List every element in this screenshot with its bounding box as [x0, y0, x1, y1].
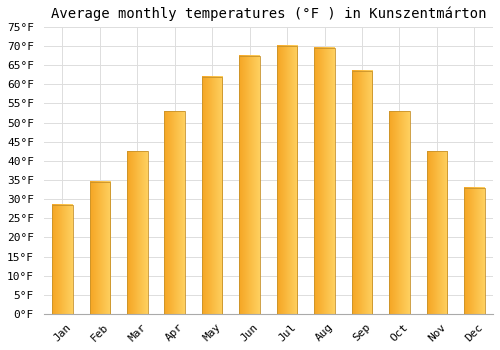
Bar: [464, 188, 484, 314]
Bar: [52, 205, 72, 314]
Title: Average monthly temperatures (°F ) in Kunszentmárton: Average monthly temperatures (°F ) in Ku…: [50, 7, 486, 21]
Bar: [352, 71, 372, 314]
Bar: [277, 46, 297, 314]
Bar: [240, 56, 260, 314]
Bar: [127, 151, 148, 314]
Bar: [164, 111, 185, 314]
Bar: [426, 151, 447, 314]
Bar: [202, 77, 222, 314]
Bar: [389, 111, 409, 314]
Bar: [314, 48, 335, 314]
Bar: [90, 182, 110, 314]
